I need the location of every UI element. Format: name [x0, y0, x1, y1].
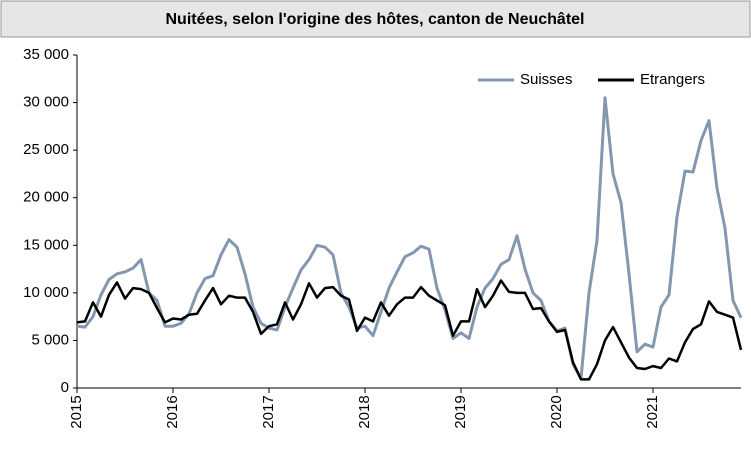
x-tick-label: 2017 — [260, 395, 277, 428]
y-tick-label: 15 000 — [23, 236, 69, 253]
x-tick-label: 2020 — [548, 395, 565, 428]
y-tick-label: 35 000 — [23, 46, 69, 63]
x-tick-label: 2019 — [452, 395, 469, 428]
series-line — [76, 279, 743, 381]
x-tick-label: 2021 — [644, 395, 661, 428]
y-tick-label: 10 000 — [23, 284, 69, 301]
series-line — [76, 96, 743, 380]
x-tick-label: 2018 — [356, 395, 373, 428]
y-tick-label: 5 000 — [31, 331, 69, 348]
y-tick-label: 20 000 — [23, 189, 69, 206]
chart-title: Nuitées, selon l'origine des hôtes, cant… — [165, 11, 584, 28]
y-tick-label: 25 000 — [23, 141, 69, 158]
y-tick-label: 0 — [61, 379, 69, 396]
legend-label: Suisses — [520, 71, 573, 88]
y-tick-label: 30 000 — [23, 94, 69, 111]
x-tick-label: 2015 — [68, 395, 85, 428]
legend-label: Etrangers — [640, 71, 705, 88]
x-tick-label: 2016 — [164, 395, 181, 428]
title-box — [0, 0, 751, 38]
